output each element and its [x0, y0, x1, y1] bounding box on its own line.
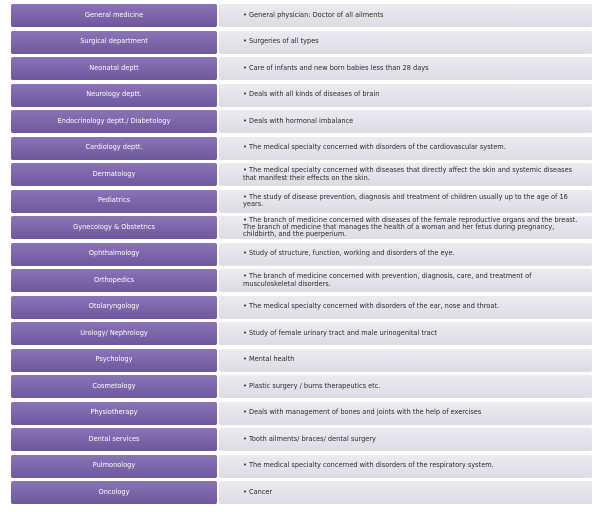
- department-description: • Tooth ailments/ braces/ dental surgery: [219, 428, 592, 451]
- department-description: • The branch of medicine concerned with …: [219, 216, 592, 239]
- department-name: General medicine: [11, 4, 217, 27]
- department-description: • Plastic surgery / burns therapeutics e…: [219, 375, 592, 398]
- department-description: • Deals with all kinds of diseases of br…: [219, 83, 592, 107]
- department-name: Gynecology & Obstetrics: [11, 216, 217, 239]
- department-description: • Study of female urinary tract and male…: [219, 322, 592, 345]
- department-name: Cosmetology: [11, 375, 217, 398]
- department-name: Pulmonology: [11, 454, 217, 478]
- department-description: • Deals with management of bones and joi…: [219, 401, 592, 425]
- department-name: Psychology: [11, 348, 217, 372]
- department-description: • The medical specialty concerned with d…: [219, 454, 592, 478]
- department-name: Endocrinology deptt./ Diabetology: [11, 110, 217, 133]
- department-name: Urology/ Nephrology: [11, 322, 217, 345]
- department-name: Cardiology deptt.: [11, 136, 217, 160]
- department-name: Pediatrics: [11, 189, 217, 213]
- department-description: • Study of structure, function, working …: [219, 242, 592, 266]
- department-description: • General physician: Doctor of all ailme…: [219, 4, 592, 27]
- department-description: • Surgeries of all types: [219, 30, 592, 54]
- department-description: • Deals with hormonal imbalance: [219, 110, 592, 133]
- department-name: Neonatal deptt: [11, 57, 217, 80]
- department-name: Physiotherapy: [11, 401, 217, 425]
- department-description: • The study of disease prevention, diagn…: [219, 189, 592, 213]
- department-name: Otolaryngology: [11, 295, 217, 319]
- department-description: • The branch of medicine concerned with …: [219, 269, 592, 292]
- department-name: Dental services: [11, 428, 217, 451]
- department-name: Orthopedics: [11, 269, 217, 292]
- department-name: Oncology: [11, 481, 217, 504]
- department-description: • The medical specialty concerned with d…: [219, 295, 592, 319]
- department-name: Dermatology: [11, 163, 217, 186]
- department-description: • The medical specialty concerned with d…: [219, 136, 592, 160]
- department-name: Ophthalmology: [11, 242, 217, 266]
- department-description: • The medical specialty concerned with d…: [219, 163, 592, 186]
- department-description: • Cancer: [219, 481, 592, 504]
- department-description: • Mental health: [219, 348, 592, 372]
- department-name: Neurology deptt.: [11, 83, 217, 107]
- department-name: Surgical department: [11, 30, 217, 54]
- department-description: • Care of infants and new born babies le…: [219, 57, 592, 80]
